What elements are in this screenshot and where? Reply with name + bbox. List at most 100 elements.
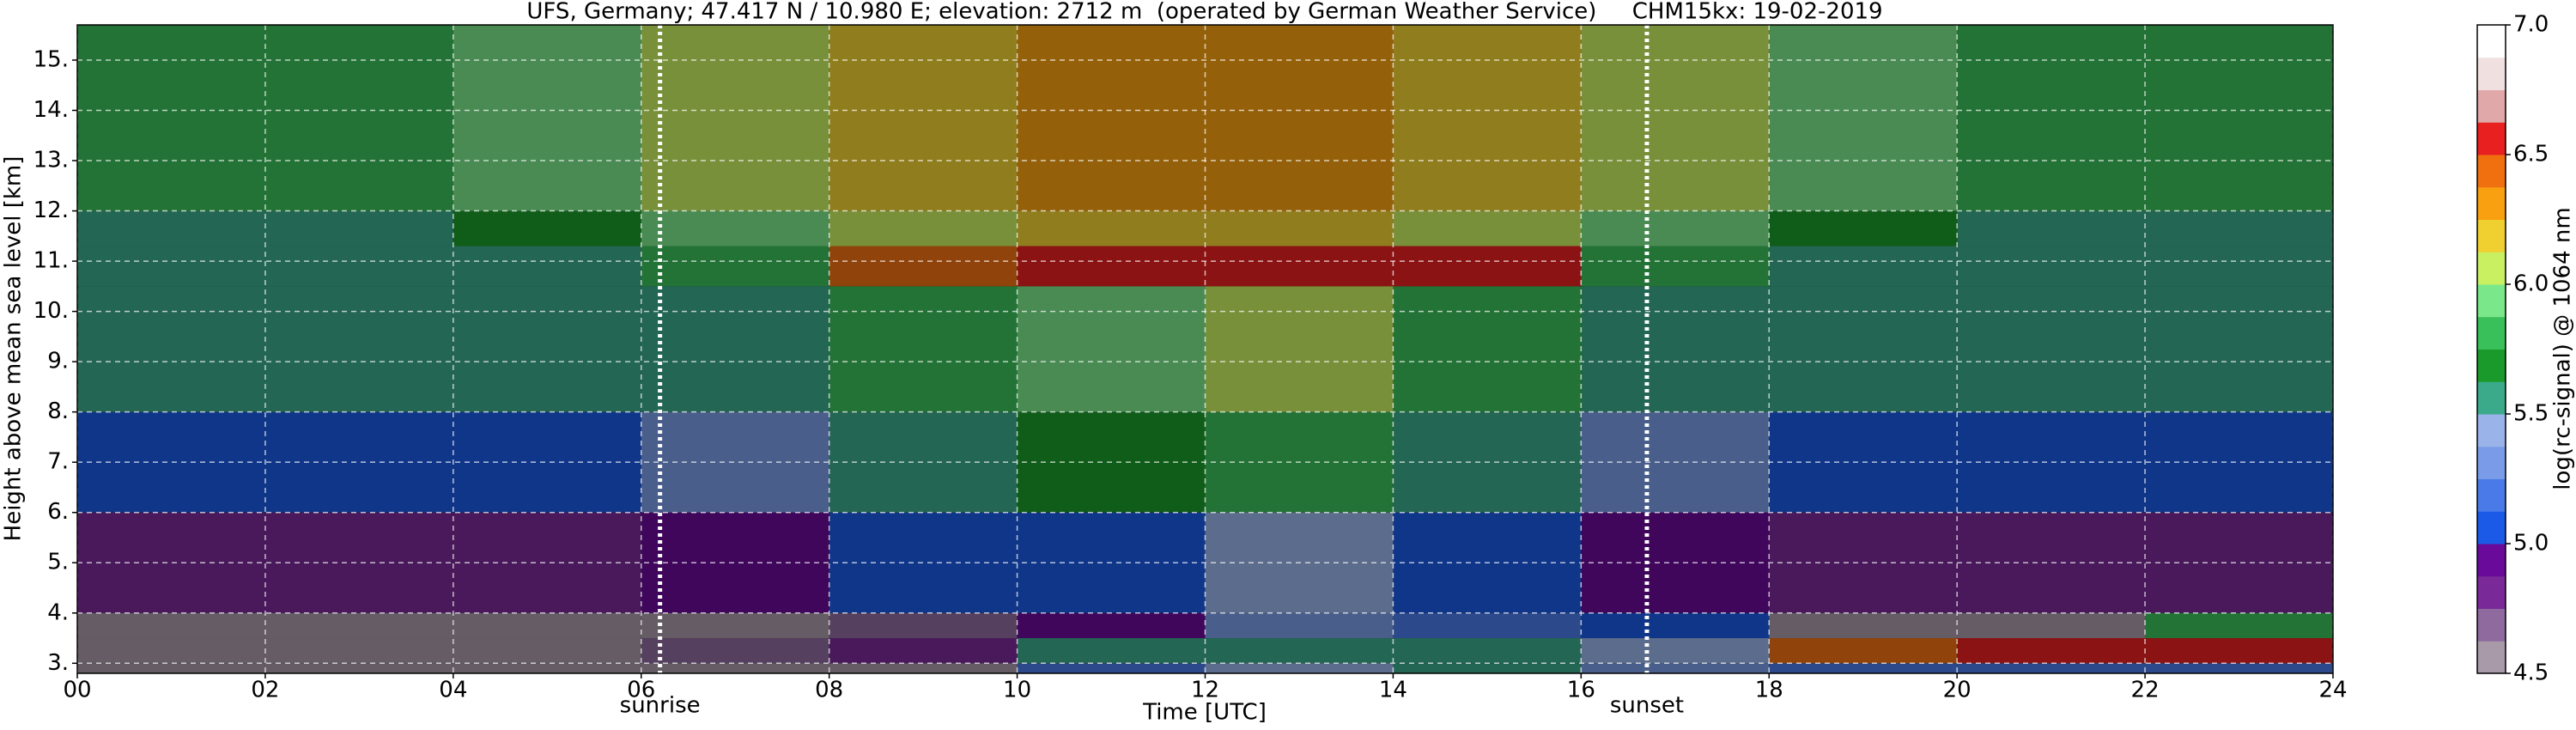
heatmap-cell bbox=[1581, 286, 1770, 412]
y-tick-label: 12. bbox=[33, 198, 69, 223]
heatmap-cell bbox=[1205, 612, 1394, 639]
heatmap-cell bbox=[829, 638, 1018, 664]
colorbar-swatch bbox=[2477, 478, 2506, 512]
heatmap-cell bbox=[2145, 663, 2333, 673]
heatmap-cell bbox=[264, 512, 453, 613]
y-tick-label: 9. bbox=[47, 349, 69, 374]
heatmap-cell bbox=[1581, 663, 1770, 673]
heatmap-cell bbox=[829, 246, 1018, 287]
heatmap-cell bbox=[1393, 638, 1582, 664]
annotation-label: sunset bbox=[1610, 693, 1684, 719]
x-tick-label: 22 bbox=[2131, 678, 2160, 703]
plot-frame bbox=[76, 24, 2334, 674]
colorbar-swatch bbox=[2477, 25, 2506, 58]
heatmap-cell bbox=[1957, 612, 2146, 639]
colorbar-swatch bbox=[2477, 446, 2506, 479]
heatmap-cell bbox=[1581, 25, 1770, 211]
y-tick-label: 5. bbox=[47, 550, 69, 575]
heatmap-cell bbox=[2145, 210, 2333, 246]
colorbar-tick-label: 5.0 bbox=[2513, 531, 2549, 557]
colorbar-swatch bbox=[2477, 252, 2506, 285]
heatmap-cell bbox=[77, 638, 265, 664]
heatmap-cell bbox=[77, 25, 265, 211]
colorbar-tick-label: 7.0 bbox=[2513, 12, 2549, 38]
colorbar-swatch bbox=[2477, 122, 2506, 155]
y-tick-label: 11. bbox=[33, 248, 69, 274]
x-tick-label: 00 bbox=[63, 678, 91, 703]
heatmap-cell bbox=[1769, 210, 1958, 246]
heatmap-cell bbox=[641, 512, 829, 613]
heatmap-cell bbox=[1393, 210, 1582, 246]
x-tick-label: 04 bbox=[439, 678, 467, 703]
heatmap-cell bbox=[1957, 210, 2146, 246]
heatmap-cell bbox=[264, 246, 453, 287]
heatmap-cell bbox=[1205, 638, 1394, 664]
heatmap-cell bbox=[264, 210, 453, 246]
heatmap-cell bbox=[453, 411, 641, 513]
heatmap-cell bbox=[1393, 663, 1582, 673]
heatmap-cell bbox=[1205, 210, 1394, 246]
colorbar-swatch bbox=[2477, 155, 2506, 188]
x-tick-label: 08 bbox=[815, 678, 843, 703]
y-tick-label: 8. bbox=[47, 398, 69, 424]
heatmap-cell bbox=[264, 663, 453, 673]
heatmap-cell bbox=[641, 663, 829, 673]
heatmap-cell bbox=[641, 286, 829, 412]
heatmap-cell bbox=[2145, 25, 2333, 211]
heatmap-cell bbox=[1957, 286, 2146, 412]
heatmap-cell bbox=[453, 638, 641, 664]
heatmap-cell bbox=[453, 25, 641, 211]
colorbar-tick-label: 6.5 bbox=[2513, 142, 2549, 167]
heatmap-cell bbox=[829, 286, 1018, 412]
heatmap-cell bbox=[1393, 25, 1582, 211]
heatmap-cell bbox=[1017, 612, 1206, 639]
heatmap-cell bbox=[1581, 246, 1770, 287]
heatmap-cell bbox=[1205, 25, 1394, 211]
heatmap-cell bbox=[453, 612, 641, 639]
colorbar-swatch bbox=[2477, 414, 2506, 447]
x-tick-label: 10 bbox=[1003, 678, 1031, 703]
heatmap-cell bbox=[1957, 663, 2146, 673]
heatmap-cell bbox=[77, 210, 265, 246]
annotation-label: sunrise bbox=[620, 693, 701, 719]
y-tick-label: 3. bbox=[47, 650, 69, 676]
heatmap-cell bbox=[77, 663, 265, 673]
heatmap-cell bbox=[2145, 411, 2333, 513]
x-tick-label: 18 bbox=[1755, 678, 1783, 703]
x-tick-label: 16 bbox=[1567, 678, 1595, 703]
colorbar-label: log(rc-signal) @ 1064 nm bbox=[2550, 207, 2576, 490]
colorbar-swatch bbox=[2477, 57, 2506, 90]
colorbar-swatch bbox=[2477, 575, 2506, 609]
heatmap-cell bbox=[264, 286, 453, 412]
colorbar-tick-label: 6.0 bbox=[2513, 271, 2549, 297]
heatmap-cell bbox=[264, 638, 453, 664]
heatmap-cell bbox=[1581, 638, 1770, 664]
heatmap-cell bbox=[1769, 663, 1958, 673]
heatmap-cell bbox=[1769, 25, 1958, 211]
y-tick-label: 13. bbox=[33, 148, 69, 173]
heatmap-cell bbox=[1957, 25, 2146, 211]
heatmap-cell bbox=[1205, 246, 1394, 287]
heatmap-cell bbox=[1957, 638, 2146, 664]
heatmap-cell bbox=[1393, 286, 1582, 412]
x-tick-label: 20 bbox=[1943, 678, 1971, 703]
heatmap-cell bbox=[77, 612, 265, 639]
colorbar-swatch bbox=[2477, 284, 2506, 318]
heatmap-cell bbox=[1205, 286, 1394, 412]
y-tick-label: 15. bbox=[33, 46, 69, 72]
heatmap-cell bbox=[77, 286, 265, 412]
heatmap-cell bbox=[1017, 286, 1206, 412]
y-tick-label: 14. bbox=[33, 97, 69, 123]
x-tick-label: 06 bbox=[627, 678, 655, 703]
x-tick-label: 24 bbox=[2318, 678, 2347, 703]
x-axis-label: Time [UTC] bbox=[1142, 700, 1267, 726]
colorbar-frame bbox=[2476, 24, 2506, 674]
heatmap-cell bbox=[1017, 25, 1206, 211]
colorbar-swatch bbox=[2477, 186, 2506, 220]
heatmap-cell bbox=[1017, 638, 1206, 664]
heatmap-cell bbox=[641, 612, 829, 639]
heatmap-cell bbox=[453, 246, 641, 287]
heatmap-cell bbox=[641, 246, 829, 287]
heatmap-cell bbox=[829, 663, 1018, 673]
x-tick-label: 12 bbox=[1191, 678, 1219, 703]
